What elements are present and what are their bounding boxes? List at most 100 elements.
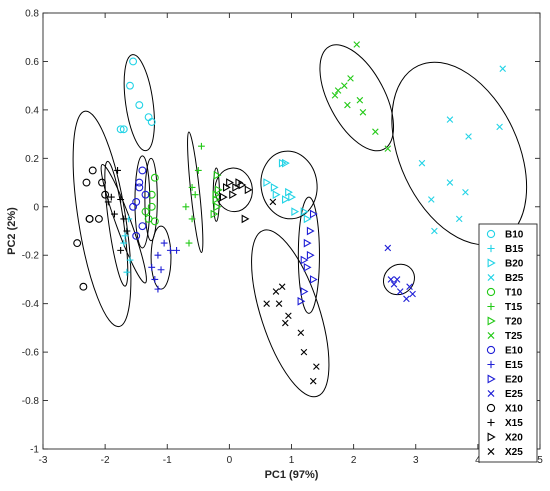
legend-entry-t10: T10 — [486, 288, 523, 299]
y-tick-label: 0 — [33, 202, 39, 213]
data-point-x20 — [241, 214, 250, 224]
data-point-b20 — [300, 207, 309, 216]
data-point-b10 — [126, 81, 134, 90]
data-point-e15 — [154, 251, 162, 259]
data-point-x20 — [244, 185, 253, 195]
data-point-e10 — [132, 231, 141, 240]
data-point-t25 — [341, 82, 348, 89]
data-point-e20 — [300, 255, 309, 265]
data-point-e10 — [135, 183, 144, 192]
legend-label: T10 — [505, 288, 523, 299]
data-point-b25 — [431, 227, 438, 235]
data-point-b10 — [119, 125, 128, 134]
data-point-e20 — [306, 226, 315, 236]
legend-entry-x25: X25 — [487, 447, 523, 458]
data-point-e15 — [160, 239, 168, 247]
x-tick-label: -1 — [163, 455, 172, 466]
data-point-x25 — [309, 377, 317, 385]
confidence-ellipse — [144, 157, 158, 242]
data-point-b25 — [462, 188, 469, 196]
legend-marker — [486, 229, 496, 239]
data-point-x10 — [98, 178, 106, 187]
data-point-t25 — [359, 109, 367, 116]
y-axis-label: PC2 (2%) — [6, 207, 18, 255]
legend-entry-t15: T15 — [487, 302, 523, 313]
x-tick-label: -2 — [101, 455, 110, 466]
series-e10 — [129, 166, 150, 240]
data-point-e15 — [166, 246, 174, 254]
y-tick-label: 0.6 — [25, 57, 39, 68]
data-point-e10 — [129, 202, 138, 211]
data-point-x15 — [104, 198, 112, 206]
data-point-b20 — [263, 178, 272, 187]
legend-entry-t20: T20 — [487, 316, 523, 328]
confidence-ellipse — [251, 229, 330, 398]
data-point-t20 — [213, 202, 222, 212]
legend-marker — [487, 244, 495, 253]
legend-entry-x15: X15 — [487, 418, 523, 429]
data-point-t25 — [384, 145, 392, 152]
data-point-x15 — [114, 167, 121, 174]
data-point-x20 — [238, 180, 247, 190]
data-point-b25 — [446, 179, 454, 186]
data-point-t15 — [182, 203, 190, 211]
data-point-b20 — [303, 214, 312, 224]
data-point-t10 — [147, 202, 156, 211]
legend-label: T20 — [505, 317, 523, 328]
legend-entry-b15: B15 — [487, 244, 524, 255]
data-point-x10 — [101, 190, 110, 199]
data-point-x25 — [313, 363, 320, 370]
data-point-t25 — [331, 92, 339, 99]
data-point-e10 — [141, 190, 150, 199]
data-point-x10 — [94, 214, 103, 223]
legend-label: B10 — [505, 230, 524, 241]
legend-marker — [487, 448, 495, 455]
series-t15 — [182, 142, 205, 247]
data-point-e10 — [135, 178, 144, 187]
data-point-x10 — [88, 166, 97, 175]
x-tick-label: 3 — [413, 455, 419, 466]
legend-entry-b10: B10 — [486, 229, 524, 241]
legend-entry-e10: E10 — [486, 346, 523, 357]
data-point-t15 — [188, 215, 196, 223]
data-point-t15 — [185, 239, 193, 247]
confidence-ellipse — [260, 150, 318, 220]
data-point-b20 — [291, 207, 300, 216]
series-e25 — [384, 244, 416, 303]
legend-label: E10 — [505, 346, 523, 357]
data-point-t15 — [198, 142, 205, 150]
legend-marker — [487, 390, 495, 397]
data-point-x25 — [297, 329, 305, 337]
data-point-b15 — [126, 256, 134, 264]
legend-marker — [487, 274, 495, 281]
y-tick-label: -1 — [30, 445, 39, 456]
series-e20 — [297, 209, 318, 306]
legend-label: X20 — [505, 433, 523, 444]
legend-marker — [487, 374, 496, 384]
legend-label: B25 — [505, 273, 524, 284]
legend-entry-x10: X10 — [486, 403, 523, 415]
legend-marker — [486, 403, 496, 413]
y-tick-label: -0.6 — [22, 348, 40, 359]
data-point-e25 — [384, 244, 392, 252]
axes-layer: -3 -2 -1 0 1 2 3 4 5 -1 -0.8 -0.6 -0.4 -0.2 0 0.2 0.4 0.6… — [22, 9, 543, 467]
legend-label: T15 — [505, 302, 523, 313]
legend-entry-b20: B20 — [487, 258, 524, 270]
data-point-b10 — [129, 57, 138, 66]
legend-marker — [487, 360, 495, 369]
data-point-e25 — [406, 283, 413, 290]
marker-layer — [73, 41, 507, 385]
legend-marker — [487, 418, 495, 427]
data-point-b25 — [455, 215, 463, 223]
data-point-b20 — [270, 183, 279, 192]
data-point-b25 — [428, 196, 435, 203]
legend-entry-b25: B25 — [487, 273, 524, 284]
data-point-b20 — [282, 195, 290, 204]
x-tick-label: 4 — [475, 455, 481, 466]
data-point-b25 — [418, 159, 426, 167]
x-tick-label: 2 — [351, 455, 357, 466]
confidence-ellipse — [319, 44, 395, 152]
data-point-x25 — [272, 288, 280, 295]
data-point-x15 — [107, 193, 115, 201]
data-point-e25 — [387, 276, 395, 283]
